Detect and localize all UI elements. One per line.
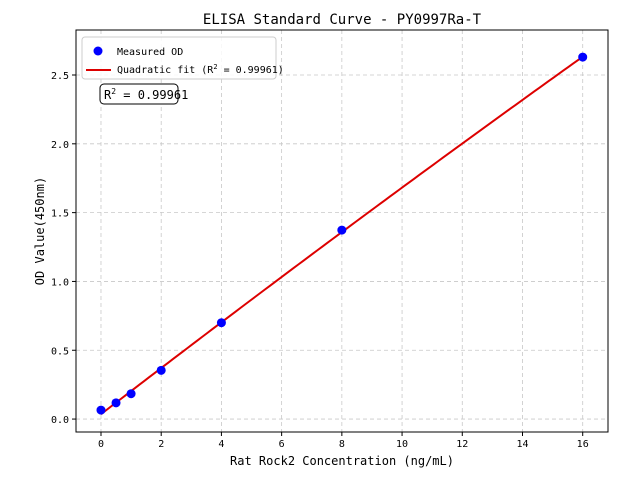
x-tick-label: 2 [158,439,164,450]
data-point [578,52,588,62]
y-tick-label: 0.5 [51,346,69,357]
annotation-text: R2 = 0.99961 [104,87,188,102]
data-point [337,225,347,235]
x-tick-label: 4 [218,439,224,450]
data-point [126,389,136,399]
y-tick-label: 0.0 [51,415,69,426]
x-tick-label: 12 [456,439,468,450]
y-tick-label: 1.5 [51,209,69,220]
x-axis-label: Rat Rock2 Concentration (ng/mL) [230,454,454,468]
legend-box [81,36,277,80]
x-tick-label: 6 [279,439,285,450]
y-tick-label: 2.5 [51,71,69,82]
annotation-box [99,83,179,105]
measured-series [96,52,588,415]
legend-marker-measured [93,46,103,56]
legend: Measured OD Quadratic fit (R2 = 0.99961) [81,36,284,80]
r-squared-annotation: R2 = 0.99961 [99,83,188,105]
x-tick-label: 16 [577,439,589,450]
data-point [96,405,106,415]
data-point [216,318,226,328]
data-point [156,365,166,375]
x-tick-label: 10 [396,439,408,450]
y-tick-label: 2.0 [51,140,69,151]
y-tick-label: 1.0 [51,277,69,288]
x-tick-label: 14 [516,439,528,450]
legend-label-measured: Measured OD [117,47,183,58]
data-point [111,398,121,408]
x-axis: 0 2 4 6 8 10 12 14 16 [98,432,589,450]
grid [76,30,608,432]
x-tick-label: 8 [339,439,345,450]
x-tick-label: 0 [98,439,104,450]
legend-label-fit: Quadratic fit (R2 = 0.99961) [117,63,284,76]
y-axis: 0.0 0.5 1.0 1.5 2.0 2.5 [51,71,76,426]
chart-title: ELISA Standard Curve - PY0997Ra-T [203,12,482,28]
y-axis-label: OD Value(450nm) [33,177,47,285]
